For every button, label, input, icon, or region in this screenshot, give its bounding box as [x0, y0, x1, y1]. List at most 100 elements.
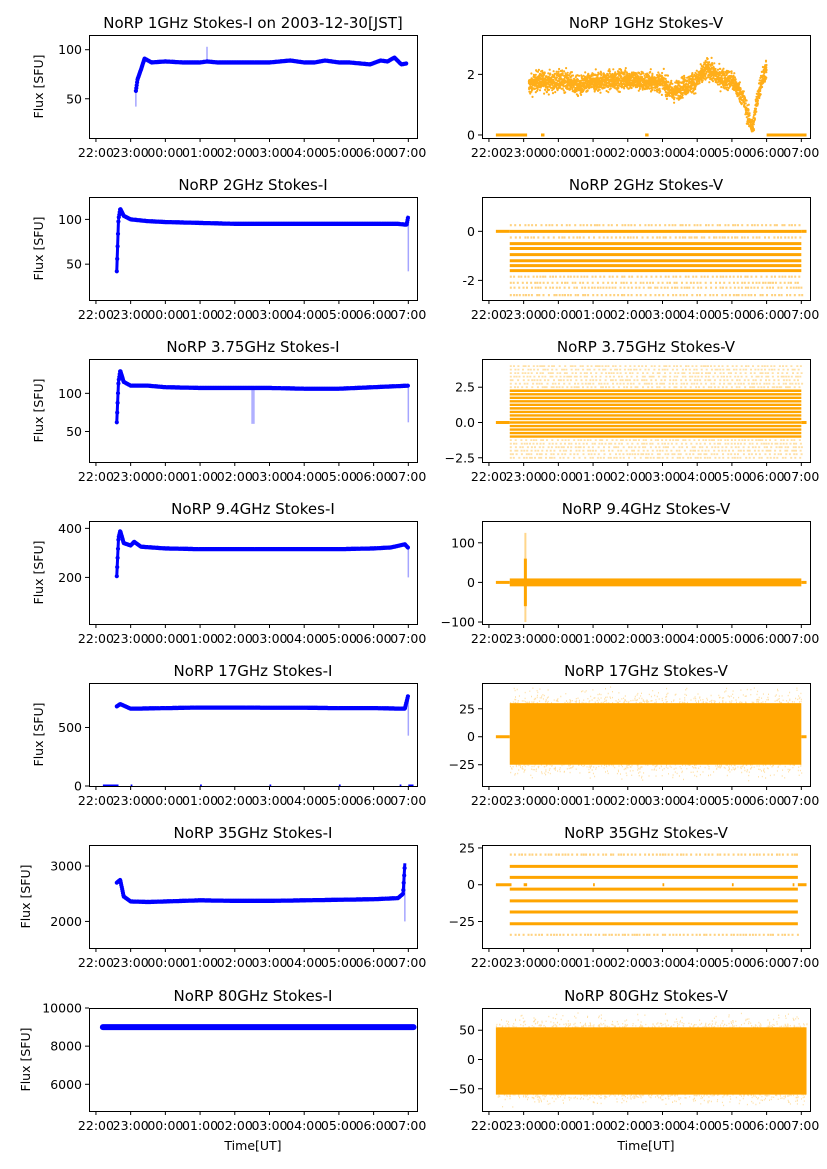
y-tick-label: 0 [467, 575, 475, 590]
x-tick-label: 22:00 [78, 955, 114, 970]
x-tick-label: 01:00 [575, 631, 611, 646]
x-tick-label: 22:00 [471, 1118, 507, 1133]
x-tick-label: 23:00 [113, 631, 149, 646]
series-line-stokes-i [114, 369, 411, 425]
x-tick-label: 23:00 [113, 793, 149, 808]
x-tick-label: 01:00 [182, 469, 218, 484]
axes-frame [482, 359, 811, 463]
y-tick-label: 0.0 [455, 415, 475, 430]
x-tick-label: 22:00 [78, 793, 114, 808]
panel-17ghz-i: NoRP 17GHz Stokes-I 0 500 22:0023:0000:0001… [31, 662, 426, 808]
x-tick-label: 05:00 [714, 793, 750, 808]
y-tick-label: 0 [74, 779, 82, 794]
y-tick-label: −25 [449, 757, 475, 772]
panel-title: NoRP 80GHz Stokes-V [564, 987, 729, 1005]
y-tick-label: 0 [467, 224, 475, 239]
y-tick-label: 25 [459, 840, 475, 855]
axes-frame [89, 35, 418, 139]
x-tick-label: 01:00 [182, 145, 218, 160]
noise-band [495, 1027, 807, 1095]
y-tick-label: 0 [467, 127, 475, 142]
x-tick-label: 00:00 [540, 145, 576, 160]
x-tick-label: 00:00 [147, 307, 183, 322]
x-tick-label: 01:00 [575, 1118, 611, 1133]
x-tick-label: 02:00 [217, 631, 253, 646]
x-tick-label: 00:00 [147, 145, 183, 160]
x-tick-label: 22:00 [471, 793, 507, 808]
x-tick-label: 07:00 [783, 793, 819, 808]
x-tick-label: 03:00 [251, 955, 287, 970]
x-tick-label: 04:00 [286, 469, 322, 484]
y-tick-label: −2.5 [445, 450, 475, 465]
x-tick-label: 23:00 [506, 631, 542, 646]
x-tick-label: 00:00 [147, 793, 183, 808]
x-tick-label: 02:00 [610, 955, 646, 970]
x-axis-label: Time[UT] [616, 1138, 674, 1153]
x-tick-label: 05:00 [714, 955, 750, 970]
x-tick-label: 07:00 [783, 469, 819, 484]
y-tick-label: 25 [459, 701, 475, 716]
x-tick-label: 22:00 [471, 307, 507, 322]
x-tick-label: 04:00 [679, 631, 715, 646]
y-tick-label: 400 [58, 521, 82, 536]
panel-title: NoRP 9.4GHz Stokes-I [171, 500, 335, 518]
axes-frame [89, 1008, 418, 1112]
x-tick-label: 05:00 [714, 631, 750, 646]
x-tick-label: 23:00 [506, 145, 542, 160]
axes-frame [89, 359, 418, 463]
y-tick-label: 200 [58, 570, 82, 585]
x-tick-label: 05:00 [321, 1118, 357, 1133]
panel-9.4ghz-v: NoRP 9.4GHz Stokes-V −100 0 100 22:0023:0000… [441, 500, 820, 646]
panel-title: NoRP 2GHz Stokes-I [178, 176, 327, 194]
x-tick-label: 00:00 [147, 631, 183, 646]
x-tick-label: 03:00 [644, 1118, 680, 1133]
x-tick-label: 07:00 [783, 955, 819, 970]
x-tick-label: 00:00 [540, 307, 576, 322]
series-segment [139, 58, 146, 70]
x-tick-label: 23:00 [506, 1118, 542, 1133]
x-tick-label: 02:00 [610, 469, 646, 484]
series-segment [115, 219, 121, 272]
x-tick-label: 07:00 [390, 469, 426, 484]
y-axis-label: Flux [SFU] [31, 379, 46, 443]
x-tick-label: 05:00 [714, 307, 750, 322]
y-tick-label: 100 [58, 42, 82, 57]
plot-area [114, 369, 411, 425]
x-tick-label: 06:00 [356, 307, 392, 322]
series-segment [118, 530, 126, 544]
panel-3.75ghz-i: NoRP 3.75GHz Stokes-I 50 100 22:0023:0000:0… [31, 338, 426, 484]
axes-frame [89, 521, 418, 625]
panel-2ghz-v: NoRP 2GHz Stokes-V -2 0 22:0023:0000:0001:0… [463, 176, 820, 322]
x-tick-label: 01:00 [182, 307, 218, 322]
y-tick-label: 8000 [50, 1039, 82, 1054]
x-tick-label: 06:00 [749, 469, 785, 484]
x-tick-label: 23:00 [113, 307, 149, 322]
x-tick-label: 22:00 [78, 145, 114, 160]
y-tick-label: 500 [58, 720, 82, 735]
panel-35ghz-i: NoRP 35GHz Stokes-I 2000 3000 22:0023:0000:… [18, 824, 426, 970]
x-tick-label: 05:00 [321, 145, 357, 160]
x-tick-label: 22:00 [78, 631, 114, 646]
x-tick-label: 05:00 [321, 793, 357, 808]
x-tick-label: 06:00 [356, 469, 392, 484]
x-tick-label: 00:00 [540, 631, 576, 646]
x-tick-label: 07:00 [390, 631, 426, 646]
x-tick-label: 03:00 [251, 1118, 287, 1133]
x-tick-label: 03:00 [644, 793, 680, 808]
x-tick-label: 23:00 [113, 145, 149, 160]
plot-area [114, 529, 411, 579]
x-tick-label: 01:00 [182, 631, 218, 646]
x-tick-label: 01:00 [182, 1118, 218, 1133]
panel-title: NoRP 1GHz Stokes-I on 2003-12-30[JST] [103, 14, 403, 32]
x-tick-label: 03:00 [644, 307, 680, 322]
series-segment [118, 207, 126, 217]
panel-title: NoRP 80GHz Stokes-I [174, 987, 333, 1005]
x-tick-label: 04:00 [679, 1118, 715, 1133]
x-tick-label: 23:00 [506, 469, 542, 484]
x-tick-label: 06:00 [749, 145, 785, 160]
axes-frame [482, 521, 811, 625]
panel-1ghz-v: NoRP 1GHz Stokes-V 0 2 22:0023:0000:0001:00… [467, 14, 819, 160]
x-tick-label: 06:00 [749, 793, 785, 808]
x-tick-label: 05:00 [714, 145, 750, 160]
